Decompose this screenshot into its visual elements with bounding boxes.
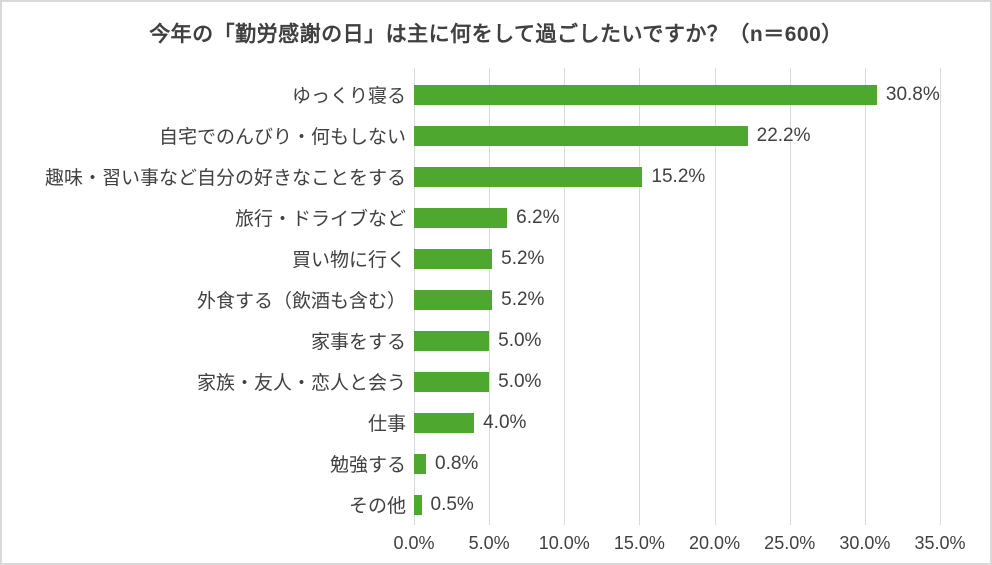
bar-track: 5.0% [414, 361, 940, 402]
x-axis-tick-label: 10.0% [538, 533, 590, 553]
bar-row: 勉強する 0.8% [2, 443, 940, 484]
gridline [639, 68, 641, 525]
category-label: 旅行・ドライブなど [234, 209, 406, 230]
bar-row: 旅行・ドライブなど 6.2% [2, 197, 940, 238]
x-axis-tick-label: 0.0% [393, 533, 435, 553]
category-label: ゆっくり寝る [291, 86, 406, 107]
bar-track: 4.0% [414, 402, 940, 443]
bar-track: 5.2% [414, 279, 940, 320]
bar-track: 0.5% [414, 484, 940, 525]
bar [414, 166, 643, 187]
value-label: 15.2% [651, 165, 706, 187]
bar-row: 家族・友人・恋人と会う 5.0% [2, 361, 940, 402]
gridline [940, 68, 941, 525]
category-label: 勉強する [329, 455, 406, 476]
x-axis-tick-label: 5.0% [468, 533, 510, 553]
chart-title: 今年の「勤労感謝の日」は主に何をして過ごしたいですか？（n＝600） [149, 23, 843, 46]
x-axis-tick-label: 30.0% [839, 533, 891, 553]
x-axis-tick-label: 20.0% [689, 533, 741, 553]
bar-track: 5.2% [414, 238, 940, 279]
bar [414, 412, 475, 433]
bar-row: 趣味・習い事など自分の好きなことをする 15.2% [2, 156, 940, 197]
bar [414, 248, 493, 269]
bar-track: 15.2% [414, 156, 940, 197]
bar-track: 6.2% [414, 197, 940, 238]
value-label: 30.8% [885, 83, 940, 105]
bar-row: 買い物に行く 5.2% [2, 238, 940, 279]
category-label: 家族・友人・恋人と会う [196, 373, 406, 394]
category-label: 自宅でのんびり・何もしない [158, 127, 406, 148]
value-label: 22.2% [756, 124, 811, 146]
bar-track: 5.0% [414, 320, 940, 361]
x-axis-tick-label: 35.0% [914, 533, 966, 553]
value-label: 5.2% [501, 288, 545, 310]
gridline [864, 68, 866, 525]
bar [414, 494, 422, 515]
bar-track: 0.8% [414, 443, 940, 484]
bar [414, 84, 877, 105]
bar-row: ゆっくり寝る 30.8% [2, 74, 940, 115]
bar [414, 207, 508, 228]
x-axis-tick-label: 25.0% [764, 533, 816, 553]
gridline [714, 68, 716, 525]
value-label: 5.0% [498, 329, 542, 351]
bar [414, 125, 748, 146]
category-label: その他 [348, 496, 406, 517]
category-label: 家事をする [310, 332, 406, 353]
value-label: 5.0% [498, 370, 542, 392]
bar-row: 外食する（飲酒も含む） 5.2% [2, 279, 940, 320]
gridline [564, 68, 566, 525]
bar-track: 22.2% [414, 115, 940, 156]
x-axis: 0.0% 5.0% 10.0% 15.0% 20.0% 25.0% 30.0% 35.0% [393, 533, 965, 557]
bar [414, 330, 490, 351]
gridline [789, 68, 791, 525]
bar-track: 30.8% [414, 74, 940, 115]
bar [414, 289, 493, 310]
category-label: 買い物に行く [291, 250, 406, 271]
value-label: 6.2% [516, 206, 560, 228]
value-label: 0.8% [435, 452, 479, 474]
bar-row: 自宅でのんびり・何もしない 22.2% [2, 115, 940, 156]
bar-row: 仕事 4.0% [2, 402, 940, 443]
value-label: 4.0% [483, 411, 527, 433]
bar-rows: ゆっくり寝る 30.8% 自宅でのんびり・何もしない 22.2% 趣味・習い事など自分の… [2, 74, 940, 525]
value-label: 5.2% [501, 247, 545, 269]
category-label: 仕事 [367, 414, 406, 435]
bar-row: 家事をする 5.0% [2, 320, 940, 361]
bar [414, 371, 490, 392]
category-label: 趣味・習い事など自分の好きなことをする [44, 168, 406, 189]
value-label: 0.5% [430, 493, 474, 515]
bar [414, 453, 427, 474]
category-label: 外食する（飲酒も含む） [196, 291, 406, 312]
bar-row: その他 0.5% [2, 484, 940, 525]
x-axis-tick-label: 15.0% [613, 533, 665, 553]
